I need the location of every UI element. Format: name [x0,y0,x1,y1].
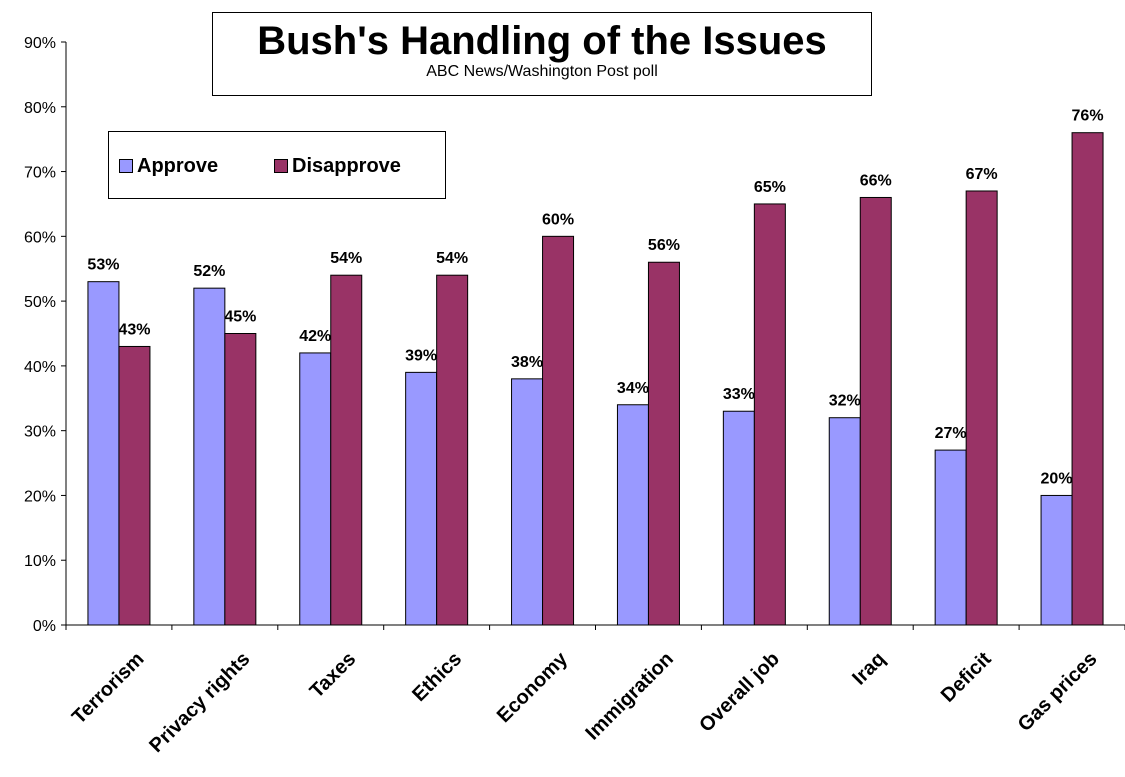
x-category-label: Gas prices [1014,648,1102,736]
bar-disapprove [753,203,786,626]
bar-approve [934,449,967,626]
chart-title-box: Bush's Handling of the Issues ABC News/W… [212,12,872,96]
data-label-approve: 39% [405,347,437,364]
legend-label-approve: Approve [137,154,219,177]
data-label-approve: 34% [617,380,649,397]
y-tick-label: 30% [24,424,56,441]
bar-approve [299,352,332,626]
bar-disapprove [1071,132,1104,626]
bar-approve [616,404,649,626]
data-label-approve: 42% [299,328,331,345]
bar-approve [87,281,120,626]
bar-disapprove [330,274,363,626]
legend-swatch-disapprove [274,159,288,173]
bar-disapprove [436,274,469,626]
data-label-disapprove: 54% [436,250,468,267]
y-tick-label: 40% [24,359,56,376]
x-category-label: Iraq [848,648,889,689]
data-label-disapprove: 66% [860,172,892,189]
data-label-disapprove: 67% [966,166,998,183]
x-category-label: Taxes [306,648,361,703]
legend-item-approve: Approve [119,154,219,177]
x-category-label: Terrorism [68,648,149,729]
y-tick-label: 50% [24,294,56,311]
bar-approve [511,378,544,626]
data-label-approve: 53% [87,257,119,274]
chart-title: Bush's Handling of the Issues [257,19,827,63]
x-category-label: Ethics [408,648,466,706]
bar-approve [722,410,755,626]
data-label-approve: 33% [723,386,755,403]
data-label-approve: 32% [829,393,861,410]
data-label-disapprove: 54% [330,250,362,267]
bar-approve [405,371,438,626]
data-label-disapprove: 56% [648,237,680,254]
data-label-disapprove: 43% [118,321,150,338]
x-category-label: Privacy rights [145,648,254,757]
bar-disapprove [118,345,151,626]
y-tick-label: 90% [24,35,56,52]
bar-disapprove [224,333,257,626]
data-label-approve: 20% [1041,470,1073,487]
legend-swatch-approve [119,159,133,173]
data-label-disapprove: 76% [1072,108,1104,125]
bar-disapprove [647,261,680,626]
bar-disapprove [542,235,575,626]
x-category-label: Overall job [695,648,784,737]
data-label-disapprove: 60% [542,211,574,228]
y-tick-label: 10% [24,553,56,570]
data-label-disapprove: 45% [224,309,256,326]
data-label-approve: 27% [935,425,967,442]
x-category-label: Economy [493,647,573,727]
y-tick-label: 0% [33,618,56,635]
bar-disapprove [859,196,892,626]
bar-approve [1040,494,1073,626]
y-tick-label: 80% [24,100,56,117]
chart-subtitle: ABC News/Washington Post poll [426,63,658,80]
y-tick-label: 20% [24,488,56,505]
data-label-disapprove: 65% [754,179,786,196]
x-category-label: Deficit [937,648,996,707]
y-tick-label: 70% [24,165,56,182]
data-label-approve: 52% [193,263,225,280]
legend-item-disapprove: Disapprove [274,154,401,177]
data-label-approve: 38% [511,354,543,371]
y-tick-label: 60% [24,229,56,246]
legend-label-disapprove: Disapprove [292,154,401,177]
x-category-label: Immigration [581,648,677,744]
chart-legend: Approve Disapprove [108,131,446,199]
bar-approve [193,287,226,626]
bar-disapprove [965,190,998,626]
bar-approve [828,417,861,626]
